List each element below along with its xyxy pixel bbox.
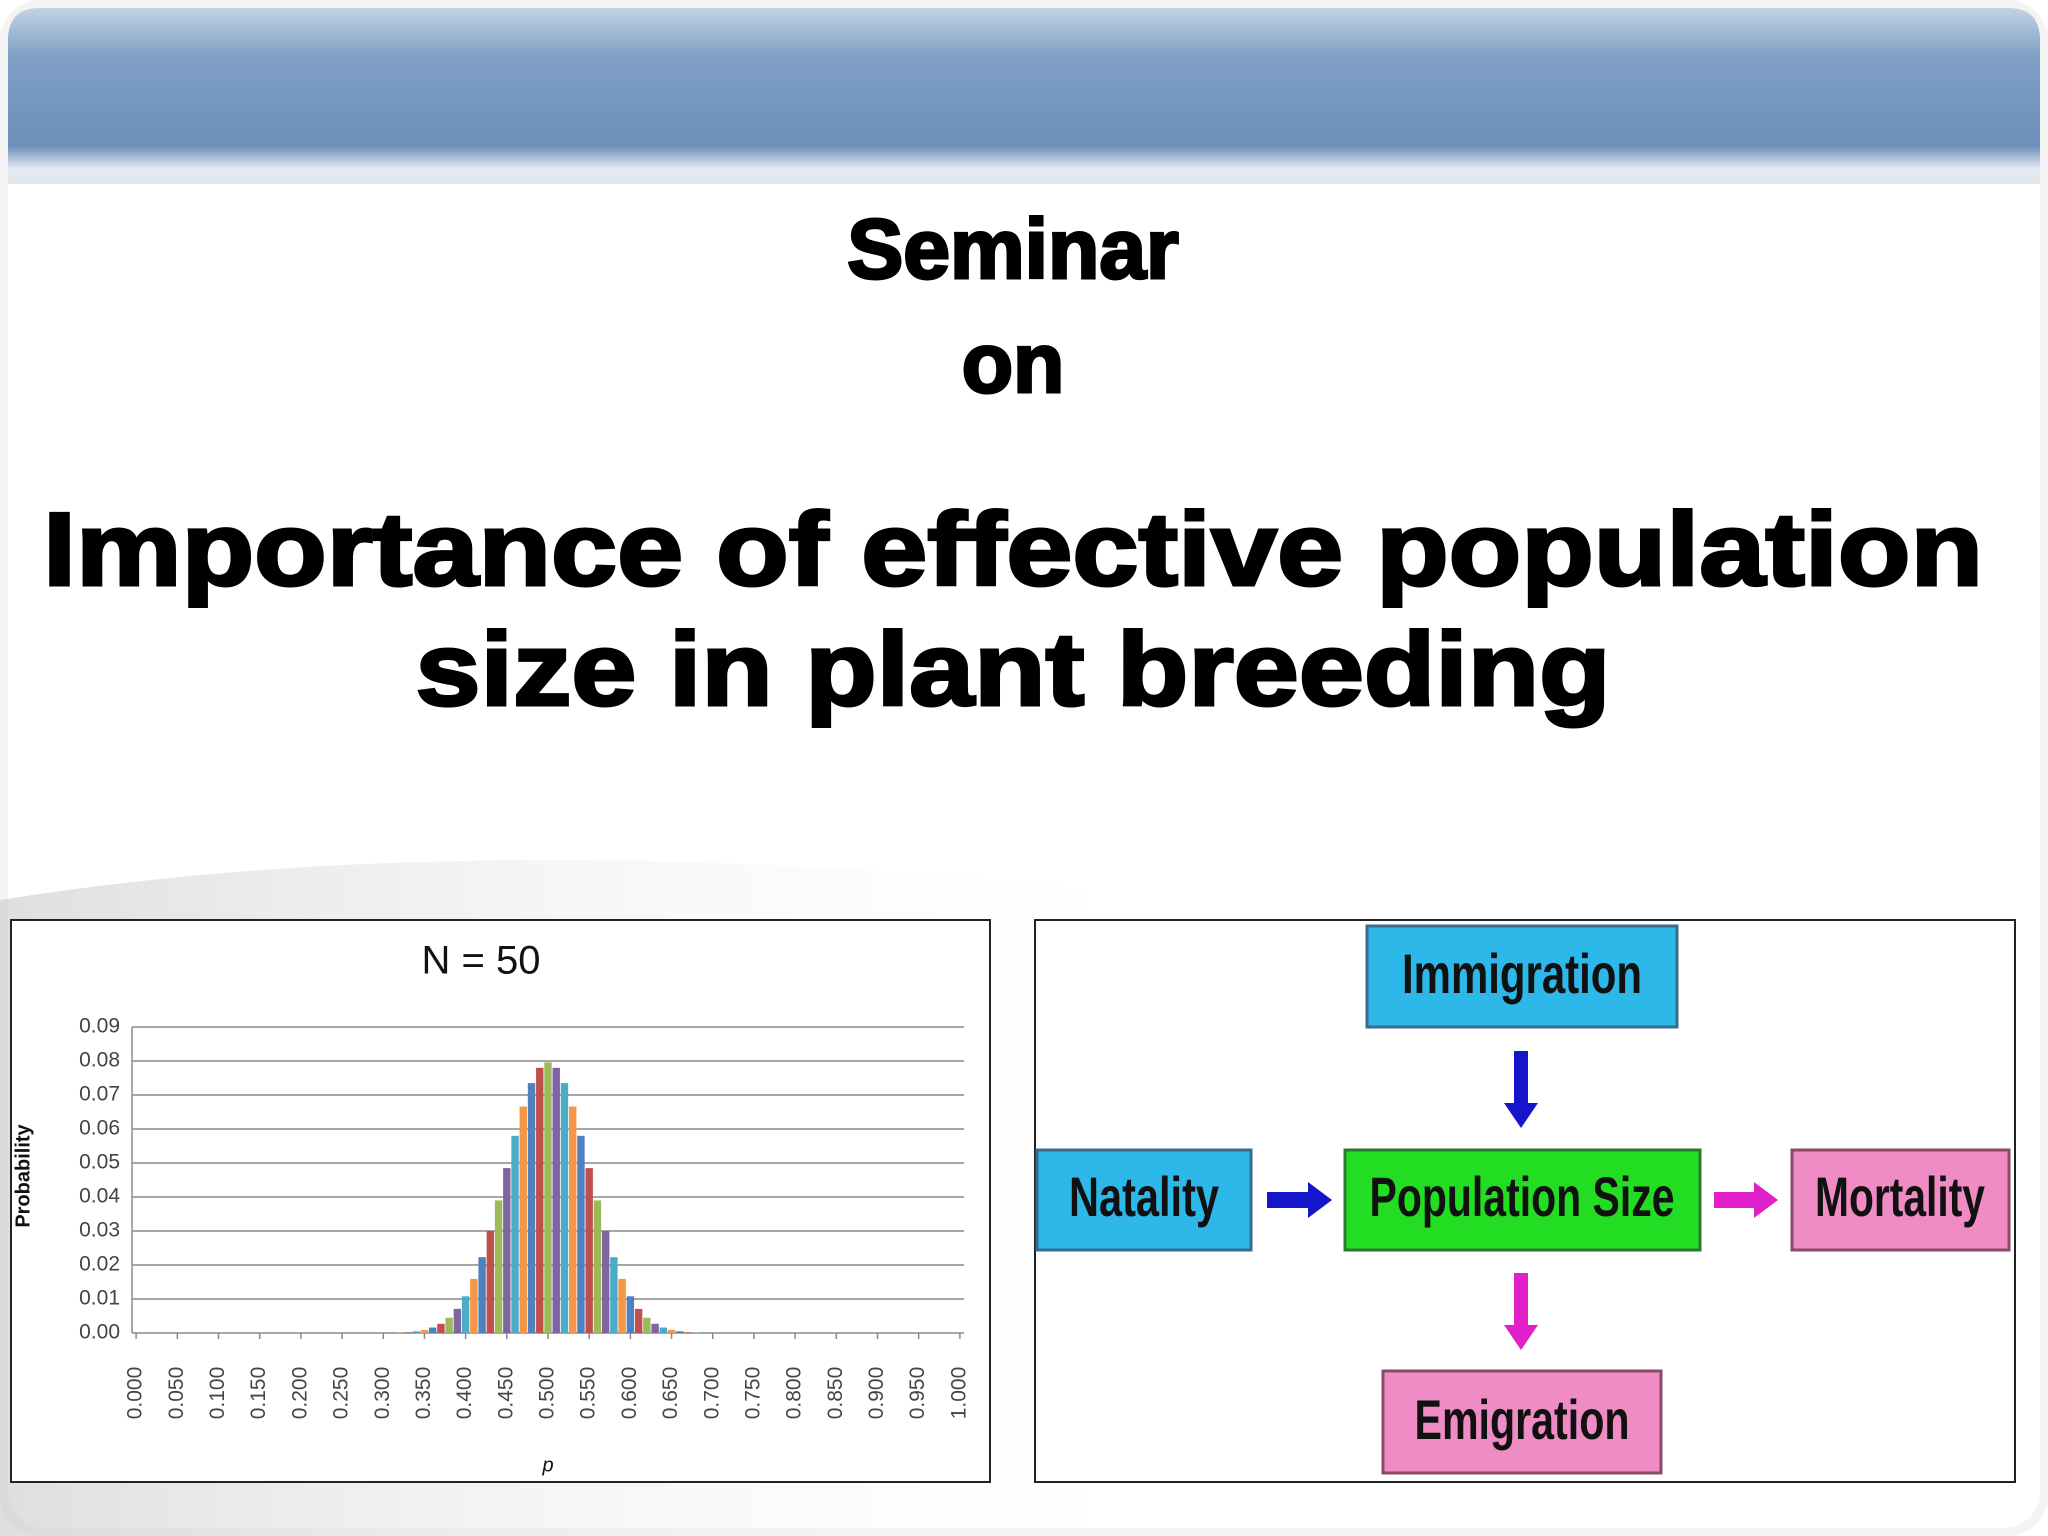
bar — [420, 1329, 429, 1333]
x-tick-label: 0.400 — [453, 1367, 476, 1420]
bar — [412, 1331, 420, 1333]
bar — [437, 1323, 445, 1333]
bar — [503, 1168, 511, 1333]
title-line: Importance of effective population — [43, 492, 1983, 608]
bar — [593, 1200, 602, 1333]
node-label: Immigration — [1402, 942, 1642, 1005]
x-tick-label: 0.700 — [700, 1367, 723, 1420]
bar — [634, 1308, 643, 1333]
x-tick-label: 0.900 — [865, 1367, 888, 1420]
bar — [643, 1317, 651, 1333]
chart-title: N = 50 — [422, 939, 541, 983]
arrow — [1267, 1182, 1332, 1218]
node-label: Natality — [1069, 1165, 1219, 1228]
bar — [626, 1296, 635, 1333]
y-tick-label: 0.02 — [79, 1253, 120, 1276]
bar — [519, 1106, 527, 1333]
y-tick-label: 0.05 — [79, 1151, 120, 1174]
header-shadow — [8, 170, 2040, 184]
bar — [618, 1278, 626, 1333]
bar — [585, 1168, 593, 1333]
x-tick-label: 0.300 — [371, 1367, 394, 1420]
x-tick-label: 0.450 — [494, 1367, 517, 1420]
bar — [511, 1135, 519, 1333]
arrow — [1504, 1051, 1538, 1128]
x-tick-label: 0.200 — [288, 1367, 311, 1420]
x-tick-label: 0.800 — [783, 1367, 806, 1420]
y-tick-label: 0.07 — [79, 1083, 120, 1106]
x-tick-label: 0.750 — [741, 1367, 764, 1420]
x-tick-label: 0.100 — [206, 1367, 229, 1420]
node-label: Emigration — [1415, 1388, 1630, 1451]
bar — [544, 1062, 552, 1333]
node-box — [1035, 1148, 1253, 1252]
x-tick-label: 0.500 — [536, 1367, 559, 1420]
y-tick-label: 0.06 — [79, 1117, 120, 1140]
bar — [560, 1083, 569, 1333]
arrow — [1714, 1182, 1778, 1218]
bar — [486, 1230, 495, 1333]
x-tick-label: 0.600 — [618, 1367, 641, 1420]
bar — [527, 1083, 536, 1333]
y-tick-label: 0.04 — [79, 1185, 120, 1208]
node-label: Population Size — [1370, 1165, 1675, 1228]
bar — [610, 1257, 618, 1333]
bar — [651, 1323, 659, 1333]
x-tick-label: 1.000 — [947, 1367, 970, 1420]
x-tick-label: 0.950 — [906, 1367, 929, 1420]
y-tick-label: 0.03 — [79, 1219, 120, 1242]
x-tick-label: 0.250 — [330, 1367, 353, 1420]
x-tick-label: 0.650 — [659, 1367, 682, 1420]
x-tick-label: 0.850 — [824, 1367, 847, 1420]
bar — [461, 1296, 470, 1333]
bar — [445, 1317, 453, 1333]
bar — [494, 1200, 503, 1333]
bar — [601, 1230, 610, 1333]
x-tick-label: 0.150 — [247, 1367, 270, 1420]
bar — [536, 1067, 544, 1333]
node-label: Mortality — [1815, 1165, 1985, 1228]
y-tick-label: 0.00 — [79, 1321, 120, 1344]
bar — [569, 1106, 577, 1333]
x-tick-label: 0.350 — [412, 1367, 435, 1420]
bar — [667, 1329, 676, 1333]
node-box — [1790, 1148, 2011, 1252]
x-tick-label: 0.550 — [577, 1367, 600, 1420]
bar — [676, 1331, 684, 1333]
heading: Seminar — [847, 202, 1179, 296]
x-tick-label: 0.050 — [165, 1367, 188, 1420]
bar — [552, 1067, 560, 1333]
bar — [478, 1257, 486, 1333]
bar — [684, 1332, 692, 1333]
bar — [577, 1135, 585, 1333]
bar — [428, 1327, 437, 1333]
bar — [453, 1308, 462, 1333]
bar — [659, 1327, 668, 1333]
node-box — [1343, 1148, 1702, 1252]
y-tick-label: 0.01 — [79, 1287, 120, 1310]
arrow — [1504, 1273, 1538, 1350]
y-axis-label: Probability — [12, 1123, 34, 1227]
bar — [404, 1332, 412, 1333]
title-line: size in plant breeding — [416, 612, 1611, 728]
subheading: on — [962, 316, 1065, 410]
node-box — [1381, 1369, 1663, 1475]
y-tick-label: 0.09 — [79, 1015, 120, 1038]
x-tick-label: 0.000 — [124, 1367, 147, 1420]
x-axis-label: p — [541, 1454, 553, 1476]
diagram: Immigration Natality Population Size Mor… — [1034, 919, 2016, 1483]
bar — [470, 1278, 478, 1333]
node-box — [1365, 924, 1679, 1029]
y-tick-label: 0.08 — [79, 1049, 120, 1072]
chart: N = 50 Probability p 0.00 0.01 0.02 0.03 0.0… — [10, 919, 991, 1483]
header-band — [8, 8, 2040, 170]
